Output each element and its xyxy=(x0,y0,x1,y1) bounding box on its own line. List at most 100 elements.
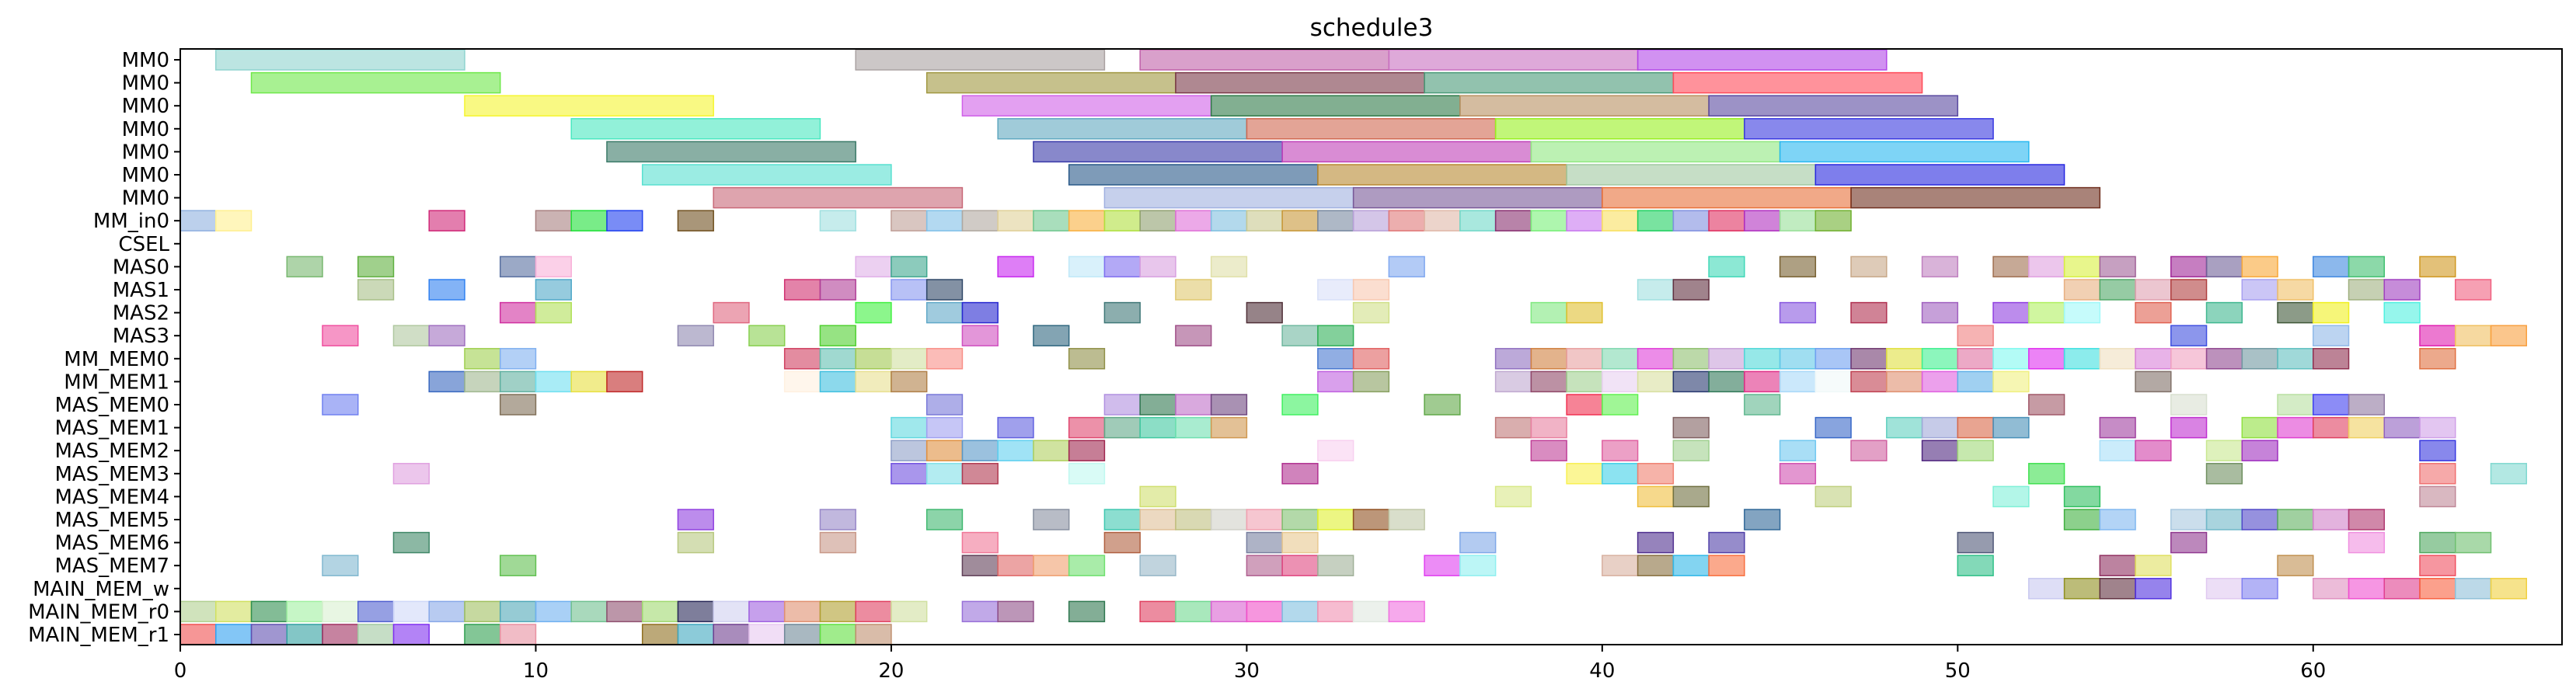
task-bar xyxy=(1068,348,1106,370)
task-bar xyxy=(1352,301,1390,324)
task-bar xyxy=(428,600,465,623)
task-bar xyxy=(2490,325,2528,346)
task-bar xyxy=(570,210,608,231)
y-tick-label: MAS_MEM7 xyxy=(54,555,169,578)
task-bar xyxy=(2277,394,2314,416)
task-bar xyxy=(1424,71,1675,94)
x-tick-label: 60 xyxy=(2300,659,2326,683)
task-bar xyxy=(1566,394,1603,416)
task-bar xyxy=(1494,370,1532,393)
task-bar xyxy=(2455,578,2492,600)
task-bar xyxy=(1317,440,1354,461)
task-bar xyxy=(1388,509,1425,530)
task-bar xyxy=(1566,164,1817,186)
task-bar xyxy=(891,600,928,623)
task-bar xyxy=(2028,463,2065,485)
task-bar xyxy=(2205,463,2243,485)
task-bar xyxy=(1246,301,1283,324)
task-bar xyxy=(392,531,430,554)
task-bar xyxy=(1957,555,1994,576)
task-bar xyxy=(250,600,288,623)
task-bar xyxy=(1103,416,1141,439)
task-bar xyxy=(1352,509,1390,530)
task-bar xyxy=(783,370,821,393)
task-bar xyxy=(2419,531,2456,554)
task-bar xyxy=(2419,555,2456,576)
task-bar xyxy=(1352,370,1390,393)
task-bar xyxy=(535,279,572,301)
task-bar xyxy=(2277,416,2314,439)
task-bar xyxy=(1210,600,1248,623)
task-bar xyxy=(2383,279,2421,301)
y-tick-label: MAIN_MEM_r0 xyxy=(28,600,169,624)
task-bar xyxy=(606,370,643,393)
task-bar xyxy=(1246,600,1283,623)
task-bar xyxy=(925,416,964,439)
task-bar xyxy=(180,624,217,645)
task-bar xyxy=(1637,49,1888,71)
task-bar xyxy=(2063,279,2101,301)
task-bar xyxy=(1921,416,1959,439)
task-bar xyxy=(819,624,856,645)
task-bar xyxy=(2313,256,2350,278)
task-bar xyxy=(1317,164,1567,186)
task-bar xyxy=(2241,256,2278,278)
task-bar xyxy=(499,348,537,370)
task-bar xyxy=(819,325,856,346)
task-bar xyxy=(535,301,572,324)
task-bar xyxy=(1672,555,1710,576)
task-bar xyxy=(357,256,395,278)
task-bar xyxy=(961,210,999,231)
task-bar xyxy=(1566,370,1603,393)
task-bar xyxy=(1210,256,1248,278)
task-bar xyxy=(1566,301,1603,324)
task-bar xyxy=(570,118,821,140)
task-bar xyxy=(1494,348,1532,370)
task-bar xyxy=(570,370,608,393)
task-bar xyxy=(2419,485,2456,508)
task-bar xyxy=(464,348,501,370)
task-bar xyxy=(1317,279,1354,301)
task-bar xyxy=(322,555,359,576)
task-bar xyxy=(713,624,750,645)
task-bar xyxy=(891,370,928,393)
task-bar xyxy=(1992,485,2030,508)
plot-area-frame xyxy=(180,48,2563,645)
task-bar xyxy=(819,348,856,370)
task-bar xyxy=(322,624,359,645)
task-bar xyxy=(2028,394,2065,416)
task-bar xyxy=(1850,370,1888,393)
task-bar xyxy=(1424,394,1461,416)
task-bar xyxy=(748,600,786,623)
task-bar xyxy=(997,440,1034,461)
task-bar xyxy=(2205,256,2243,278)
task-bar xyxy=(1139,394,1176,416)
task-bar xyxy=(250,624,288,645)
task-bar xyxy=(1068,416,1106,439)
task-bar xyxy=(961,531,999,554)
task-bar xyxy=(322,600,359,623)
y-tick-label: MAS_MEM3 xyxy=(54,463,169,486)
task-bar xyxy=(2063,485,2101,508)
task-bar xyxy=(1957,370,1994,393)
task-bar xyxy=(464,95,714,116)
task-bar xyxy=(819,531,856,554)
task-bar xyxy=(997,600,1034,623)
task-bar xyxy=(2135,370,2172,393)
task-bar xyxy=(1672,279,1710,301)
task-bar xyxy=(1779,440,1817,461)
task-bar xyxy=(2455,325,2492,346)
y-tick-label: MM0 xyxy=(122,164,169,187)
task-bar xyxy=(783,624,821,645)
task-bar xyxy=(2063,301,2101,324)
task-bar xyxy=(961,555,999,576)
task-bar xyxy=(1530,370,1567,393)
task-bar xyxy=(1281,325,1319,346)
task-bar xyxy=(1281,141,1532,163)
task-bar xyxy=(2348,578,2386,600)
task-bar xyxy=(1850,348,1888,370)
task-bar xyxy=(1850,256,1888,278)
task-bar xyxy=(1744,118,1994,140)
y-tick-label: MAS_MEM6 xyxy=(54,532,169,555)
task-bar xyxy=(1921,370,1959,393)
